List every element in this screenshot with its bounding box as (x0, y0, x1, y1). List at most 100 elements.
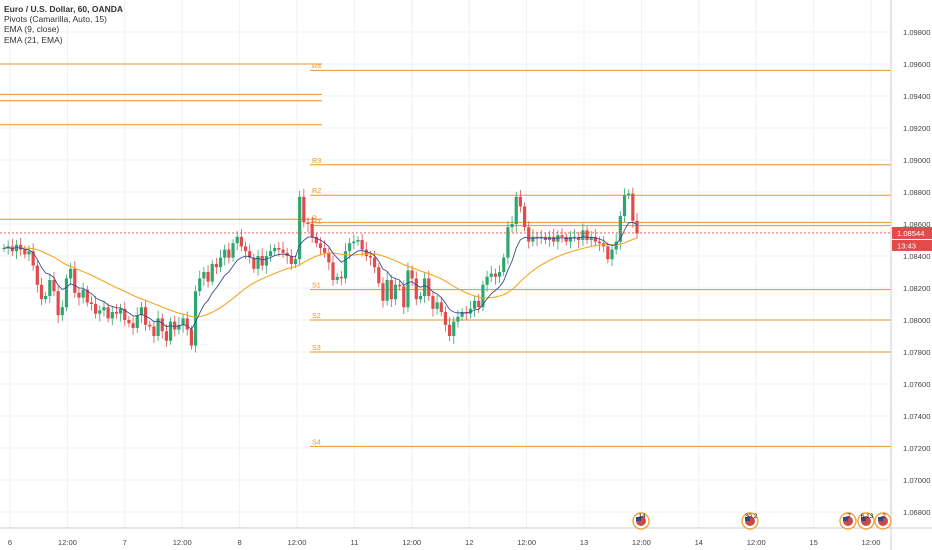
symbol-title[interactable]: Euro / U.S. Dollar, 60, OANDA (4, 4, 124, 14)
candle-body (514, 196, 518, 224)
flag-canton (861, 517, 866, 521)
chart-legend: Euro / U.S. Dollar, 60, OANDA Pivots (Ca… (4, 4, 123, 45)
candle-body (314, 236, 318, 244)
indicator-pivots[interactable]: Pivots (Camarilla, Auto, 15) (4, 14, 107, 25)
candle-body (572, 236, 577, 238)
event-count: 7 (847, 513, 851, 520)
candle-body (381, 283, 385, 301)
candle-body (27, 251, 31, 255)
candle-body (131, 323, 135, 328)
price-tick-label: 1.07800 (903, 348, 930, 357)
candle-body (631, 193, 635, 221)
candle-body (235, 236, 239, 244)
pivot-label-r4: R4 (312, 61, 321, 70)
time-tick-label: 12:00 (632, 538, 651, 547)
event-count: 6 13 (861, 513, 874, 520)
pivot-label-r2: R2 (312, 186, 321, 195)
candle-body (510, 224, 514, 228)
candle-body (581, 230, 585, 240)
candle-body (6, 246, 10, 248)
candle-body (477, 300, 481, 308)
candle-body (373, 257, 377, 268)
candle-body (560, 235, 564, 237)
candle-body (181, 318, 185, 325)
candle-body (193, 291, 198, 346)
candle-body (94, 304, 98, 314)
economic-event-marker[interactable]: 14 (632, 512, 650, 530)
candle-body (189, 329, 194, 346)
candle-body (423, 278, 427, 296)
ema9-line (3, 221, 638, 331)
candle-body (468, 308, 473, 314)
price-tick-label: 1.07200 (903, 444, 930, 453)
candle-body (160, 318, 164, 332)
candle-body (273, 248, 277, 252)
candle-body (552, 236, 556, 242)
pivot-label-r1: R1 (312, 217, 321, 226)
candle-body (564, 236, 568, 242)
candle-body (44, 296, 48, 300)
candle-body (377, 267, 381, 284)
indicator-ema21[interactable]: EMA (21, EMA) (4, 34, 63, 45)
candle-body (589, 236, 593, 240)
candle-body (485, 276, 489, 285)
candle-body (139, 307, 144, 316)
candle-body (518, 196, 522, 207)
pivot-label-s3: S3 (312, 343, 321, 352)
countdown-value: 13:43 (897, 241, 916, 250)
candle-body (506, 227, 510, 258)
time-tick-label: 12:00 (517, 538, 536, 547)
price-tick-label: 1.09400 (903, 92, 930, 101)
price-tick-label: 1.08600 (903, 220, 930, 229)
candle-body (23, 249, 27, 255)
candle-body (435, 302, 439, 309)
pivot-label-p: P (312, 213, 317, 222)
candle-body (102, 307, 106, 311)
time-tick-label: 12:00 (402, 538, 421, 547)
candle-body (385, 280, 389, 301)
price-tick-label: 1.09000 (903, 156, 930, 165)
candle-body (168, 321, 173, 341)
time-tick-label: 12:00 (58, 538, 77, 547)
indicator-ema9[interactable]: EMA (9, close) (4, 24, 60, 35)
price-tick-label: 1.08400 (903, 252, 930, 261)
candle-body (414, 278, 418, 300)
pivot-label-s4: S4 (312, 437, 321, 446)
candle-body (356, 240, 360, 242)
candle-body (481, 284, 485, 308)
economic-event-marker[interactable]: 2 (874, 512, 892, 530)
candle-body (568, 236, 572, 242)
candle-body (398, 284, 402, 287)
candle-body (73, 268, 77, 293)
candle-body (472, 300, 477, 309)
candle-body (210, 264, 214, 282)
economic-event-marker[interactable]: 30 2 (741, 512, 759, 530)
candle-body (31, 251, 35, 266)
candle-body (69, 268, 73, 279)
candle-body (293, 259, 298, 264)
candle-body (39, 284, 44, 300)
flag-canton (843, 517, 848, 521)
countdown-badge (892, 239, 932, 251)
candle-body (268, 251, 273, 256)
candle-body (389, 280, 393, 300)
candle-body (452, 321, 456, 336)
time-tick-label: 12 (465, 538, 473, 547)
time-tick-label: 12:00 (287, 538, 306, 547)
economic-event-marker[interactable]: 6 13 (857, 512, 875, 530)
candle-body (298, 196, 302, 260)
economic-event-marker[interactable]: 7 (839, 512, 857, 530)
candle-body (364, 249, 368, 256)
candle-body (289, 256, 293, 264)
flag-canton (878, 517, 883, 521)
candle-body (214, 264, 218, 268)
time-tick-label: 12:00 (861, 538, 880, 547)
candle-body (606, 246, 610, 260)
candle-body (585, 230, 589, 240)
candle-body (343, 251, 348, 279)
event-markers[interactable]: 14 30 2 7 6 13 2 (632, 512, 892, 530)
candle-body (114, 312, 119, 314)
candle-body (77, 292, 81, 298)
